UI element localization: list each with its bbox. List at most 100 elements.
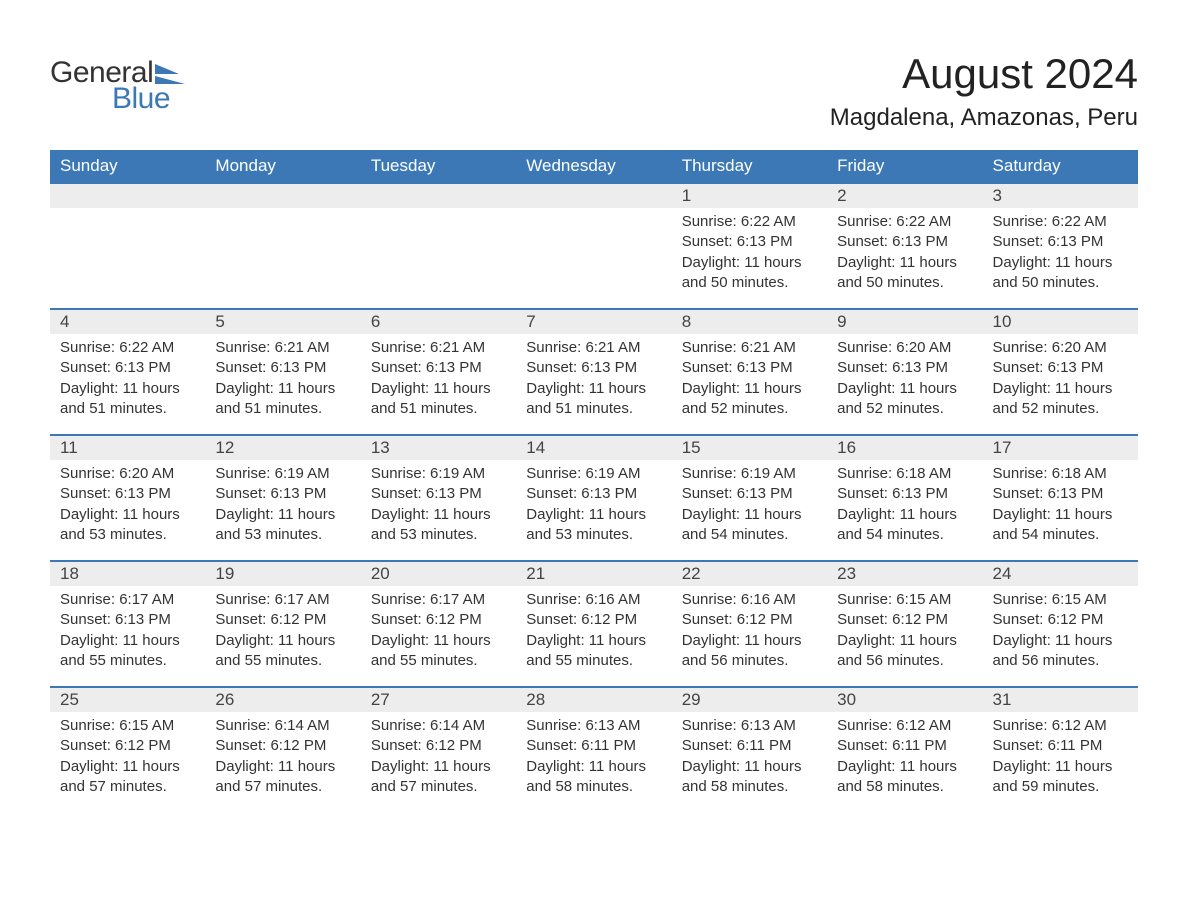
day-number: 15	[672, 434, 827, 460]
weekday-header: Tuesday	[361, 150, 516, 182]
day-sunrise: Sunrise: 6:21 AM	[526, 338, 661, 358]
day-details: Sunrise: 6:15 AMSunset: 6:12 PMDaylight:…	[983, 586, 1138, 679]
day-number-bar	[205, 182, 360, 208]
calendar-day-cell: 9Sunrise: 6:20 AMSunset: 6:13 PMDaylight…	[827, 308, 982, 434]
day-sunset: Sunset: 6:13 PM	[371, 358, 506, 378]
calendar-week-row: 4Sunrise: 6:22 AMSunset: 6:13 PMDaylight…	[50, 308, 1138, 434]
day-details: Sunrise: 6:14 AMSunset: 6:12 PMDaylight:…	[205, 712, 360, 805]
day-sunrise: Sunrise: 6:22 AM	[682, 212, 817, 232]
day-number: 11	[50, 434, 205, 460]
weekday-header: Wednesday	[516, 150, 671, 182]
calendar-day-cell: 8Sunrise: 6:21 AMSunset: 6:13 PMDaylight…	[672, 308, 827, 434]
day-dl1: Daylight: 11 hours	[837, 379, 972, 399]
day-dl2: and 55 minutes.	[526, 651, 661, 671]
day-dl1: Daylight: 11 hours	[993, 631, 1128, 651]
day-sunset: Sunset: 6:13 PM	[60, 610, 195, 630]
day-sunrise: Sunrise: 6:12 AM	[837, 716, 972, 736]
calendar-day-cell: 16Sunrise: 6:18 AMSunset: 6:13 PMDayligh…	[827, 434, 982, 560]
day-sunrise: Sunrise: 6:18 AM	[993, 464, 1128, 484]
calendar-day-cell	[516, 182, 671, 308]
day-dl1: Daylight: 11 hours	[526, 757, 661, 777]
calendar-day-cell: 26Sunrise: 6:14 AMSunset: 6:12 PMDayligh…	[205, 686, 360, 812]
calendar-day-cell: 27Sunrise: 6:14 AMSunset: 6:12 PMDayligh…	[361, 686, 516, 812]
day-details: Sunrise: 6:21 AMSunset: 6:13 PMDaylight:…	[361, 334, 516, 427]
day-sunrise: Sunrise: 6:22 AM	[837, 212, 972, 232]
day-details: Sunrise: 6:16 AMSunset: 6:12 PMDaylight:…	[672, 586, 827, 679]
day-sunrise: Sunrise: 6:18 AM	[837, 464, 972, 484]
day-sunrise: Sunrise: 6:14 AM	[371, 716, 506, 736]
day-sunrise: Sunrise: 6:21 AM	[682, 338, 817, 358]
calendar-day-cell: 14Sunrise: 6:19 AMSunset: 6:13 PMDayligh…	[516, 434, 671, 560]
calendar-day-cell: 24Sunrise: 6:15 AMSunset: 6:12 PMDayligh…	[983, 560, 1138, 686]
day-details: Sunrise: 6:21 AMSunset: 6:13 PMDaylight:…	[205, 334, 360, 427]
day-sunrise: Sunrise: 6:19 AM	[215, 464, 350, 484]
day-details: Sunrise: 6:22 AMSunset: 6:13 PMDaylight:…	[672, 208, 827, 301]
day-dl2: and 50 minutes.	[993, 273, 1128, 293]
brand-logo: General Blue	[50, 50, 189, 114]
title-block: August 2024 Magdalena, Amazonas, Peru	[830, 50, 1138, 132]
calendar-day-cell: 28Sunrise: 6:13 AMSunset: 6:11 PMDayligh…	[516, 686, 671, 812]
day-sunrise: Sunrise: 6:15 AM	[993, 590, 1128, 610]
day-dl2: and 58 minutes.	[526, 777, 661, 797]
day-dl2: and 57 minutes.	[60, 777, 195, 797]
calendar-body: 1Sunrise: 6:22 AMSunset: 6:13 PMDaylight…	[50, 182, 1138, 812]
day-sunset: Sunset: 6:13 PM	[371, 484, 506, 504]
calendar-day-cell: 25Sunrise: 6:15 AMSunset: 6:12 PMDayligh…	[50, 686, 205, 812]
day-dl1: Daylight: 11 hours	[837, 253, 972, 273]
day-sunset: Sunset: 6:12 PM	[371, 736, 506, 756]
day-sunrise: Sunrise: 6:21 AM	[215, 338, 350, 358]
day-dl1: Daylight: 11 hours	[526, 379, 661, 399]
day-details: Sunrise: 6:15 AMSunset: 6:12 PMDaylight:…	[50, 712, 205, 805]
day-number: 19	[205, 560, 360, 586]
day-sunset: Sunset: 6:13 PM	[993, 484, 1128, 504]
calendar-week-row: 18Sunrise: 6:17 AMSunset: 6:13 PMDayligh…	[50, 560, 1138, 686]
day-dl1: Daylight: 11 hours	[371, 631, 506, 651]
day-number: 8	[672, 308, 827, 334]
day-details: Sunrise: 6:19 AMSunset: 6:13 PMDaylight:…	[516, 460, 671, 553]
calendar-day-cell: 23Sunrise: 6:15 AMSunset: 6:12 PMDayligh…	[827, 560, 982, 686]
day-sunrise: Sunrise: 6:16 AM	[526, 590, 661, 610]
day-sunrise: Sunrise: 6:14 AM	[215, 716, 350, 736]
calendar-day-cell: 29Sunrise: 6:13 AMSunset: 6:11 PMDayligh…	[672, 686, 827, 812]
day-number: 14	[516, 434, 671, 460]
day-number-bar	[50, 182, 205, 208]
day-sunset: Sunset: 6:13 PM	[993, 358, 1128, 378]
calendar-week-row: 11Sunrise: 6:20 AMSunset: 6:13 PMDayligh…	[50, 434, 1138, 560]
calendar-day-cell: 11Sunrise: 6:20 AMSunset: 6:13 PMDayligh…	[50, 434, 205, 560]
day-dl2: and 57 minutes.	[215, 777, 350, 797]
calendar-day-cell: 18Sunrise: 6:17 AMSunset: 6:13 PMDayligh…	[50, 560, 205, 686]
day-details: Sunrise: 6:21 AMSunset: 6:13 PMDaylight:…	[672, 334, 827, 427]
day-dl1: Daylight: 11 hours	[682, 253, 817, 273]
day-dl2: and 52 minutes.	[682, 399, 817, 419]
day-details: Sunrise: 6:22 AMSunset: 6:13 PMDaylight:…	[983, 208, 1138, 301]
day-dl2: and 58 minutes.	[682, 777, 817, 797]
day-dl1: Daylight: 11 hours	[837, 505, 972, 525]
calendar-day-cell: 3Sunrise: 6:22 AMSunset: 6:13 PMDaylight…	[983, 182, 1138, 308]
day-dl1: Daylight: 11 hours	[682, 379, 817, 399]
calendar-table: Sunday Monday Tuesday Wednesday Thursday…	[50, 150, 1138, 812]
day-dl2: and 55 minutes.	[215, 651, 350, 671]
day-dl1: Daylight: 11 hours	[60, 505, 195, 525]
day-details: Sunrise: 6:18 AMSunset: 6:13 PMDaylight:…	[827, 460, 982, 553]
day-dl2: and 51 minutes.	[60, 399, 195, 419]
day-dl1: Daylight: 11 hours	[215, 505, 350, 525]
day-dl1: Daylight: 11 hours	[60, 379, 195, 399]
calendar-day-cell: 2Sunrise: 6:22 AMSunset: 6:13 PMDaylight…	[827, 182, 982, 308]
day-dl2: and 54 minutes.	[682, 525, 817, 545]
day-dl1: Daylight: 11 hours	[682, 757, 817, 777]
weekday-header: Monday	[205, 150, 360, 182]
weekday-header: Sunday	[50, 150, 205, 182]
day-dl1: Daylight: 11 hours	[837, 757, 972, 777]
day-dl1: Daylight: 11 hours	[215, 379, 350, 399]
calendar-day-cell: 12Sunrise: 6:19 AMSunset: 6:13 PMDayligh…	[205, 434, 360, 560]
day-details: Sunrise: 6:13 AMSunset: 6:11 PMDaylight:…	[516, 712, 671, 805]
day-dl2: and 59 minutes.	[993, 777, 1128, 797]
day-dl1: Daylight: 11 hours	[371, 379, 506, 399]
day-number: 27	[361, 686, 516, 712]
calendar-day-cell: 7Sunrise: 6:21 AMSunset: 6:13 PMDaylight…	[516, 308, 671, 434]
day-sunrise: Sunrise: 6:22 AM	[60, 338, 195, 358]
calendar-day-cell: 30Sunrise: 6:12 AMSunset: 6:11 PMDayligh…	[827, 686, 982, 812]
day-sunset: Sunset: 6:13 PM	[215, 484, 350, 504]
day-dl2: and 54 minutes.	[993, 525, 1128, 545]
day-number-bar	[516, 182, 671, 208]
